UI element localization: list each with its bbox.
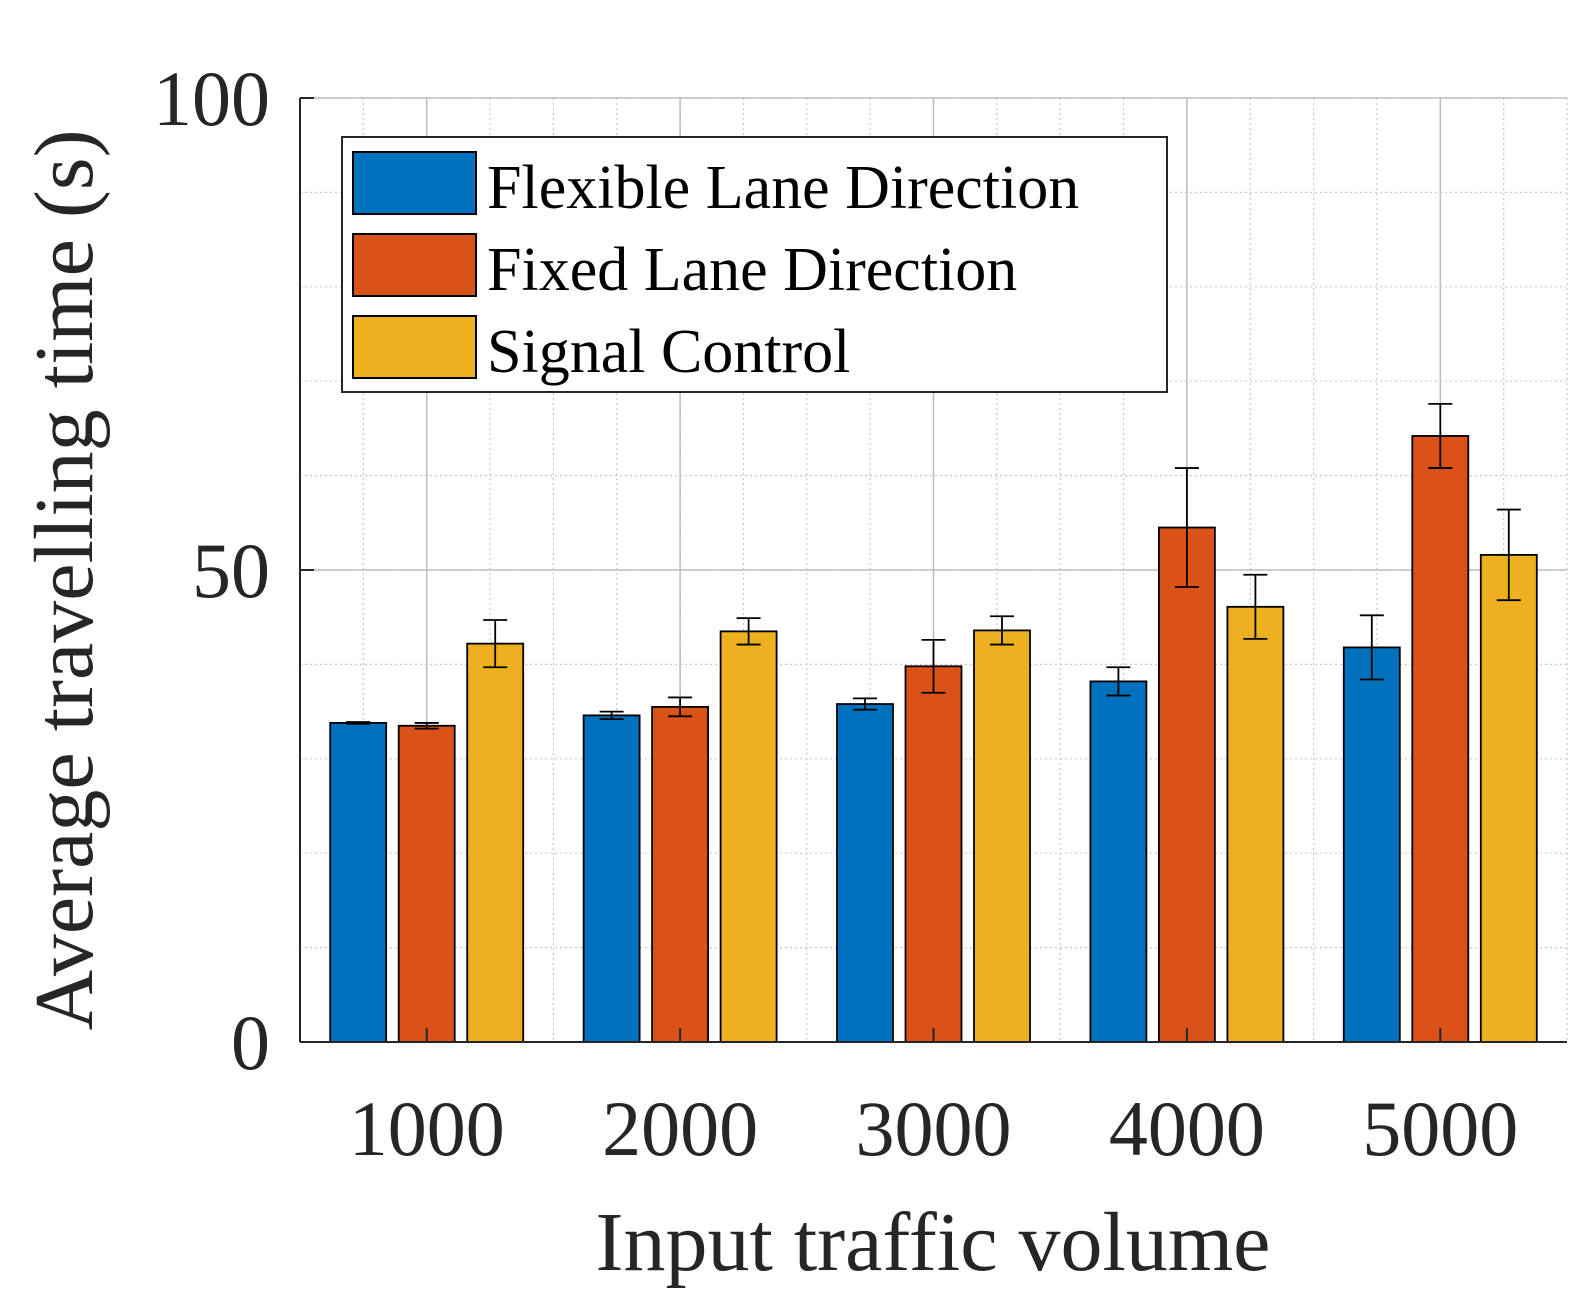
x-tick-label: 2000 [602, 1085, 758, 1172]
axes [299, 97, 1567, 1043]
bar [582, 714, 641, 1043]
bar [1342, 646, 1401, 1043]
legend-swatch-fixed [352, 233, 477, 297]
legend-item: Fixed Lane Direction [352, 233, 1017, 304]
x-tick-label: 5000 [1362, 1085, 1518, 1172]
legend-label: Flexible Lane Direction [487, 154, 1079, 222]
legend-item: Flexible Lane Direction [352, 151, 1079, 222]
y-axis-title: Average travelling time (s) [18, 129, 111, 1030]
y-tick-label: 100 [153, 55, 270, 142]
bar [397, 724, 456, 1043]
bar [719, 630, 778, 1043]
bar [904, 665, 963, 1043]
legend-box [341, 136, 1168, 393]
bar [1089, 680, 1148, 1043]
bar [466, 642, 525, 1043]
legend-swatch-flexible [352, 151, 477, 215]
legend-label: Signal Control [487, 318, 850, 386]
y-tick-label: 0 [231, 999, 270, 1086]
bar [651, 705, 709, 1043]
bar [1411, 435, 1470, 1043]
x-tick-label: 4000 [1109, 1085, 1265, 1172]
bar [1158, 526, 1216, 1043]
bar [1479, 553, 1538, 1043]
bar [329, 722, 388, 1043]
bar [1226, 605, 1285, 1043]
y-tick-label: 50 [192, 527, 270, 614]
x-tick-label: 1000 [349, 1085, 505, 1172]
bars [329, 402, 1538, 1043]
legend-swatch-signal [352, 315, 477, 379]
bar [973, 629, 1031, 1043]
x-tick-label: 3000 [856, 1085, 1012, 1172]
bar [836, 703, 894, 1043]
tick-labels: 0 50 100 1000 2000 3000 4000 5000 [153, 55, 1518, 1172]
legend: Flexible Lane Direction Fixed Lane Direc… [341, 136, 1168, 393]
legend-label: Fixed Lane Direction [487, 236, 1017, 304]
legend-item: Signal Control [352, 315, 850, 386]
x-axis-title: Input traffic volume [596, 1196, 1271, 1289]
